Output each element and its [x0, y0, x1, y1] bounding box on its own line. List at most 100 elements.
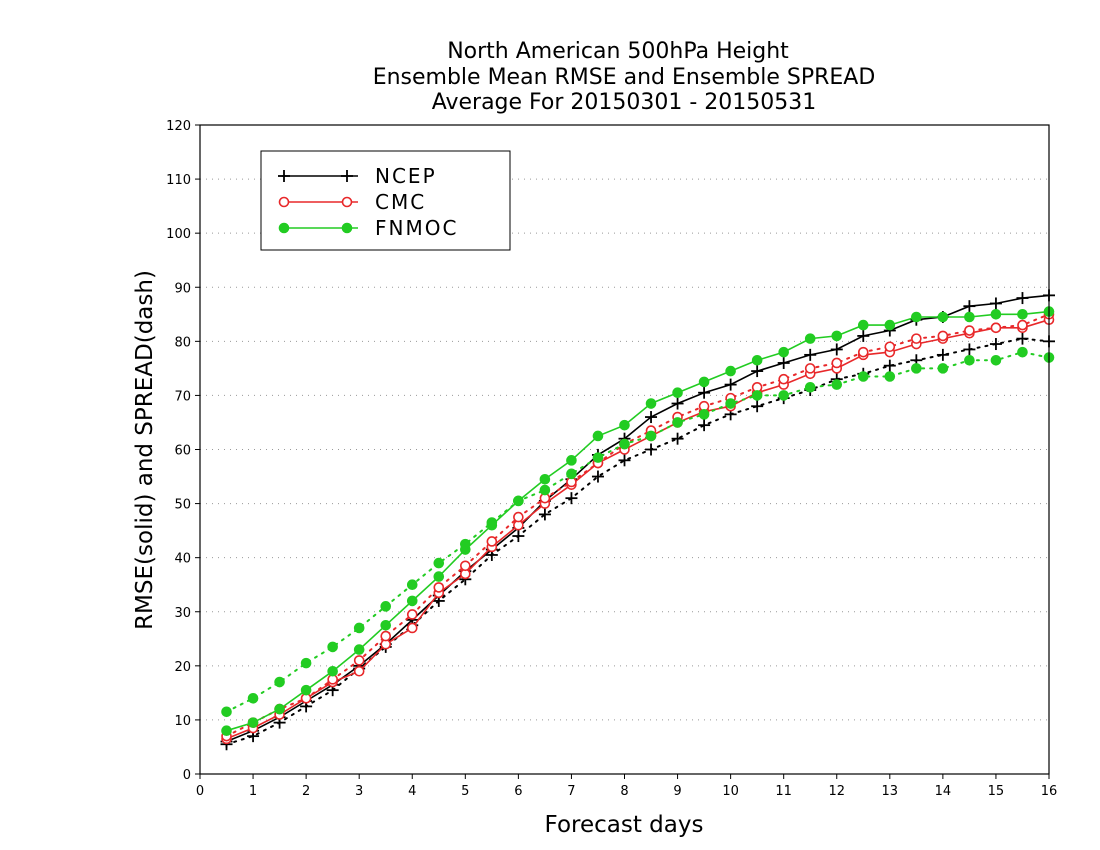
point-fnmoc-rmse-0: [221, 725, 232, 737]
legend-marker-start-cmc: [278, 196, 290, 208]
point-ncep-rmse-20: [751, 365, 764, 378]
point-fnmoc-rmse-25: [884, 319, 896, 331]
point-fnmoc-spread-25: [884, 371, 896, 382]
point-fnmoc-spread-10: [486, 517, 498, 528]
chart-title-line-1: North American 500hPa Height: [447, 39, 789, 64]
series-line-cmc-rmse: [226, 318, 1050, 740]
x-tick-label-0: 0: [196, 784, 204, 799]
point-cmc-spread-25: [884, 341, 896, 353]
x-axis-ticks: 0 1 2 3 4 5 6 7 8 9 10 11 12 13 14 15 16: [196, 774, 1057, 799]
series-group: [220, 289, 1055, 751]
legend-label-cmc: CMC: [375, 190, 426, 214]
y-tick-label-3: 30: [174, 606, 191, 621]
y-tick-label-5: 50: [174, 498, 191, 513]
y-tick-label-4: 40: [174, 552, 191, 567]
point-fnmoc-rmse-24: [857, 319, 869, 331]
point-fnmoc-spread-16: [645, 430, 657, 442]
x-tick-label-15: 15: [988, 784, 1005, 799]
point-ncep-rmse-19: [724, 378, 737, 391]
point-ncep-spread-20: [751, 400, 764, 413]
x-axis-label: Forecast days: [545, 812, 704, 838]
point-fnmoc-rmse-28: [964, 311, 975, 323]
point-fnmoc-rmse-15: [619, 419, 630, 431]
x-tick-label-5: 5: [461, 784, 469, 799]
series-ncep-spread: [220, 332, 1055, 751]
point-fnmoc-spread-23: [831, 379, 843, 390]
series-line-ncep-spread: [225, 337, 1050, 746]
point-fnmoc-rmse-5: [353, 644, 365, 655]
series-fnmoc-rmse: [221, 306, 1055, 737]
point-fnmoc-spread-1: [247, 692, 259, 704]
series-line-cmc-spread: [225, 313, 1050, 738]
point-fnmoc-spread-3: [300, 657, 312, 669]
x-tick-label-7: 7: [567, 784, 575, 799]
point-fnmoc-rmse-12: [539, 473, 551, 485]
legend-item-cmc: CMC: [278, 190, 426, 214]
y-tick-label-2: 20: [174, 660, 191, 675]
point-ncep-spread-29: [989, 338, 1002, 351]
point-fnmoc-rmse-29: [990, 308, 1002, 320]
y-tick-label-1: 10: [174, 714, 191, 729]
point-fnmoc-spread-2: [274, 676, 285, 688]
point-fnmoc-spread-29: [990, 354, 1002, 366]
point-fnmoc-spread-17: [672, 417, 683, 428]
y-tick-label-11: 110: [166, 173, 191, 188]
point-fnmoc-rmse-6: [380, 619, 392, 631]
point-fnmoc-spread-8: [433, 557, 445, 569]
point-cmc-spread-21: [778, 373, 789, 385]
point-fnmoc-spread-24: [857, 371, 869, 382]
point-fnmoc-spread-6: [380, 601, 392, 612]
series-fnmoc-spread: [221, 346, 1055, 718]
point-fnmoc-spread-15: [619, 438, 630, 450]
point-ncep-spread-27: [936, 348, 949, 361]
x-tick-label-12: 12: [828, 784, 845, 799]
point-fnmoc-rmse-16: [645, 398, 657, 409]
chart-title-line-2: Ensemble Mean RMSE and Ensemble SPREAD: [373, 65, 876, 90]
x-tick-label-13: 13: [882, 784, 899, 799]
point-ncep-spread-16: [645, 443, 658, 456]
point-ncep-rmse-28: [963, 300, 976, 313]
x-tick-label-3: 3: [355, 784, 363, 799]
point-cmc-spread-7: [406, 609, 418, 620]
chart-title-line-3: Average For 20150301 - 20150531: [432, 90, 817, 115]
point-ncep-spread-18: [698, 419, 711, 432]
y-tick-label-6: 60: [174, 444, 191, 459]
point-fnmoc-rmse-23: [831, 330, 843, 342]
series-line-fnmoc-rmse: [226, 310, 1050, 732]
point-cmc-spread-10: [486, 536, 498, 547]
legend-marker-end-ncep: [341, 170, 353, 182]
point-fnmoc-rmse-26: [911, 311, 922, 323]
point-fnmoc-rmse-14: [592, 430, 604, 442]
point-cmc-spread-22: [804, 363, 816, 374]
point-cmc-spread-30: [1017, 319, 1028, 331]
point-fnmoc-rmse-1: [247, 717, 259, 728]
chart-title: North American 500hPa Height Ensemble Me…: [373, 39, 876, 115]
legend-marker-end-fnmoc: [341, 222, 353, 234]
y-tick-label-0: 0: [183, 768, 191, 783]
y-tick-label-7: 70: [174, 389, 191, 404]
point-fnmoc-rmse-4: [327, 665, 338, 677]
legend-marker-start-fnmoc: [278, 222, 290, 234]
point-fnmoc-spread-0: [221, 706, 232, 718]
point-cmc-spread-26: [911, 333, 922, 344]
point-cmc-spread-8: [433, 582, 445, 593]
point-fnmoc-spread-27: [937, 363, 949, 374]
point-ncep-rmse-24: [857, 329, 870, 342]
point-ncep-rmse-16: [645, 411, 658, 424]
point-cmc-spread-29: [990, 322, 1002, 334]
point-fnmoc-spread-14: [592, 452, 604, 463]
point-ncep-spread-17: [671, 432, 684, 445]
legend-item-ncep: NCEP: [278, 164, 435, 188]
x-tick-label-4: 4: [408, 784, 416, 799]
legend-label-fnmoc: FNMOC: [375, 216, 458, 240]
point-cmc-spread-27: [937, 330, 949, 342]
y-tick-label-10: 100: [166, 227, 191, 242]
point-ncep-rmse-17: [671, 397, 684, 410]
point-fnmoc-rmse-17: [672, 387, 683, 399]
point-fnmoc-rmse-3: [300, 684, 312, 696]
y-axis-label: RMSE(solid) and SPREAD(dash): [132, 270, 158, 630]
point-fnmoc-spread-26: [911, 363, 922, 374]
point-ncep-rmse-30: [1016, 292, 1029, 305]
